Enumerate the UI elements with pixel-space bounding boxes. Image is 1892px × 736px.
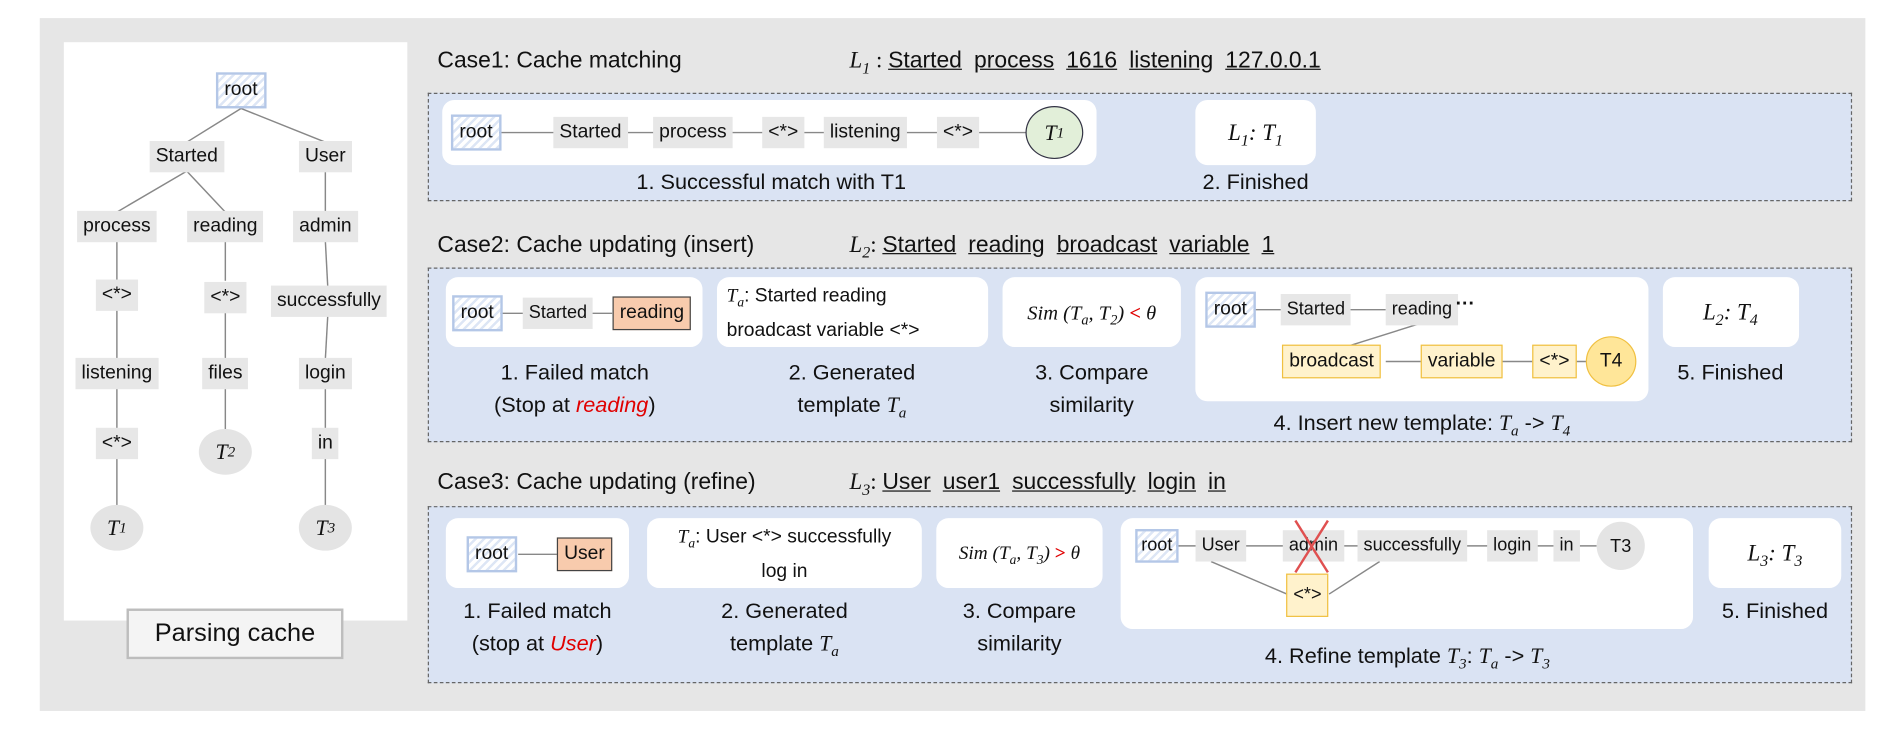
case3-step1-caption: 1. Failed match (stop at User): [463, 598, 612, 656]
case2-step1-caption: 1. Failed match (Stop at reading): [493, 360, 656, 417]
case2-log: L2: Started reading broadcast variable 1: [849, 232, 1275, 262]
case1-title: Case1: Cache matching: [437, 48, 682, 74]
case2-title: Case2: Cache updating (insert): [437, 232, 755, 258]
failed-node-user: User: [556, 537, 613, 572]
case2-step4-caption: 4. Insert new template: Ta -> T4: [1273, 410, 1571, 440]
chain-node-root: root: [450, 114, 502, 151]
chain-node: login: [1487, 530, 1538, 562]
tree-node: process: [77, 210, 157, 243]
case3-result: L3: T3: [1747, 541, 1803, 570]
case1-result: L1: T1: [1228, 120, 1284, 150]
wildcard-node: <*>: [1286, 573, 1329, 617]
tree-node: files: [202, 357, 249, 390]
case2-step2-panel: [716, 277, 989, 348]
case2-generated-template: Ta: Started reading broadcast variable <*…: [726, 285, 920, 342]
chain-node: Started: [1280, 294, 1352, 326]
tree-node: <*>: [204, 281, 247, 314]
chain-node: Started: [522, 297, 594, 329]
case3-generated-template: Ta: User <*> successfully log in: [677, 526, 892, 583]
chain-node: in: [1553, 530, 1580, 562]
chain-node: process: [653, 116, 733, 149]
template-node-t3: T3: [1596, 521, 1645, 570]
failed-node-reading: reading: [612, 296, 692, 331]
case2-step5-caption: 5. Finished: [1677, 360, 1784, 385]
tree-node: listening: [75, 357, 159, 390]
chain-node: listening: [823, 116, 907, 149]
case3-step3-caption: 3. Compare similarity: [962, 598, 1077, 656]
tree-node: Started: [149, 140, 224, 173]
chain-node: <*>: [936, 116, 980, 149]
case1-result-panel: [1195, 100, 1316, 166]
case2-step3-caption: 3. Compare similarity: [1035, 360, 1149, 417]
case2-step3-panel: [1002, 277, 1181, 348]
case2-similarity: Sim (Ta, T2) < θ: [1027, 301, 1157, 329]
case1-step1-caption: 1. Successful match with T1: [636, 169, 907, 195]
tree-node: successfully: [270, 285, 387, 317]
parsing-cache-label: Parsing cache: [126, 608, 344, 660]
tree-node: <*>: [95, 427, 138, 460]
chain-node-root: root: [452, 295, 503, 332]
tree-node: <*>: [95, 279, 138, 311]
case3-step2-panel: [647, 518, 922, 589]
case1-step2-caption: 2. Finished: [1202, 169, 1309, 195]
case3-log: L3: User user1 successfully login in: [849, 469, 1226, 499]
tree-node: reading: [187, 210, 264, 243]
new-node: variable: [1420, 344, 1503, 379]
case3-step4-caption: 4. Refine template T3: Ta -> T3: [1264, 643, 1550, 672]
tree-node: in: [311, 427, 339, 460]
chain-node: Started: [553, 116, 628, 149]
chain-node-root: root: [466, 536, 517, 573]
case3-step3-panel: [936, 518, 1103, 589]
chain-node: User: [1195, 530, 1246, 562]
tree-node: login: [298, 357, 352, 390]
chain-node-root: root: [1205, 291, 1256, 328]
chain-node: reading: [1385, 294, 1459, 326]
tree-node: User: [298, 140, 352, 173]
case3-title: Case3: Cache updating (refine): [437, 469, 756, 496]
case3-step5-panel: [1708, 518, 1842, 589]
new-node: broadcast: [1281, 344, 1382, 379]
new-template-t4: T4: [1585, 336, 1637, 387]
ellipsis: ···: [1455, 294, 1475, 315]
case2-step2-caption: 2. Generated template Ta: [788, 360, 916, 422]
chain-node: successfully: [1357, 530, 1468, 562]
chain-node: <*>: [762, 116, 805, 149]
tree-node-root: root: [215, 72, 267, 109]
tree-node: admin: [293, 210, 358, 243]
case2-step5-panel: [1662, 277, 1800, 348]
chain-node-root: root: [1135, 528, 1179, 563]
case1-log: L1 : Started process 1616 listening 127.0.0.…: [849, 48, 1321, 77]
case3-step5-caption: 5. Finished: [1721, 598, 1829, 623]
case2-result: L2: T4: [1702, 300, 1758, 329]
case3-similarity: Sim (Ta, T3) > θ: [958, 543, 1081, 568]
case3-step2-caption: 2. Generated template Ta: [721, 598, 848, 660]
new-node: <*>: [1532, 344, 1577, 379]
